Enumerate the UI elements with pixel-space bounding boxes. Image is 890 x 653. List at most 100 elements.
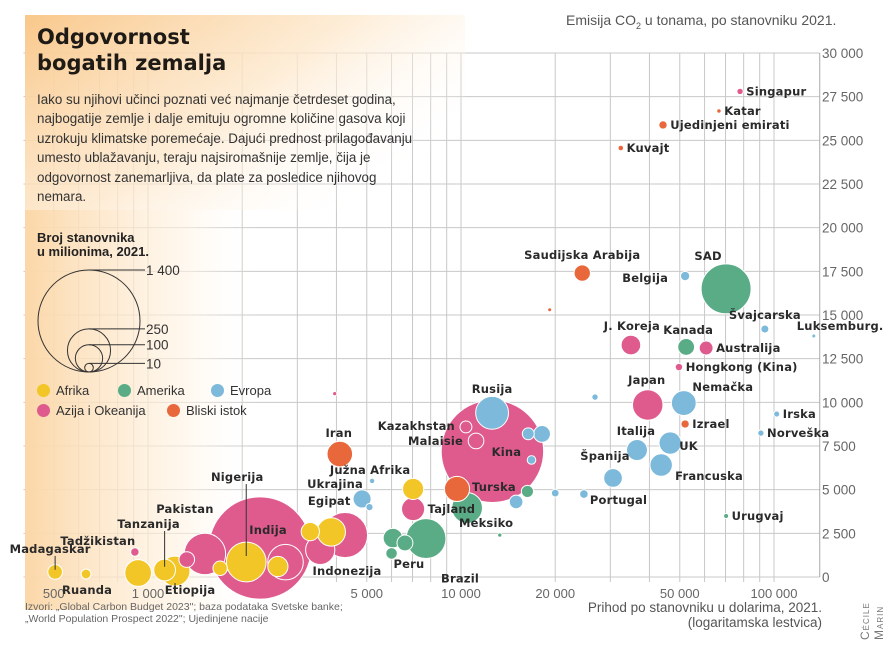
legend-swatch <box>37 384 50 397</box>
country-label: Madagaskar <box>10 542 91 556</box>
bubble <box>658 120 668 130</box>
y-axis-title: Emisija CO2 u tonama, po stanovniku 2021… <box>566 12 837 31</box>
bubble <box>352 489 372 509</box>
title-panel <box>25 15 465 210</box>
bubble <box>521 427 535 441</box>
size-legend-title: Broj stanovnika u milionima, 2021. <box>37 230 149 259</box>
country-label: Australija <box>716 341 780 355</box>
size-legend-label: 1 400 <box>146 263 180 278</box>
x-tick-label: 10 000 <box>441 586 481 601</box>
country-label: Turska <box>472 480 516 494</box>
bubble <box>620 334 642 356</box>
bubble <box>680 419 690 429</box>
y-tick-label: 7 500 <box>822 439 856 454</box>
x-tick-label: 5 000 <box>351 586 384 601</box>
bubble <box>631 389 664 421</box>
y-tick-label: 2 500 <box>822 526 856 541</box>
x-tick-label: 1 000 <box>132 586 165 601</box>
country-label: Tadžikistan <box>60 534 135 548</box>
bubble <box>579 489 589 499</box>
y-tick-label: 10 000 <box>822 395 863 410</box>
country-label: Italija <box>617 424 656 438</box>
bubble <box>497 532 503 538</box>
y-tick-label: 25 000 <box>822 133 863 148</box>
bubble <box>396 534 414 552</box>
size-legend-label: 250 <box>146 322 169 337</box>
country-label: Ruanda <box>62 583 112 597</box>
bubble <box>617 144 625 152</box>
country-label: Kina <box>492 445 522 459</box>
bubble <box>212 560 228 576</box>
bubble <box>757 429 765 437</box>
bubble <box>178 551 196 568</box>
author-credit: Cécile Marin <box>858 602 886 640</box>
country-label: Nigerija <box>211 470 264 484</box>
bubble <box>674 362 684 372</box>
legend-swatch <box>167 404 180 417</box>
bubble <box>80 568 92 580</box>
x-tick-label: 500 <box>43 586 65 601</box>
bubble <box>723 513 730 520</box>
bubble <box>124 559 152 587</box>
page-title: Odgovornost bogatih zemalja <box>37 24 226 76</box>
x-axis-title: Prihod po stanovniku u dolarima, 2021. (l… <box>587 600 822 630</box>
country-label: SAD <box>694 249 721 263</box>
y-tick-label: 17 500 <box>822 264 863 279</box>
bubble <box>603 468 623 488</box>
legend-item-bliski-istok: Bliski istok <box>167 403 247 418</box>
legend-item-evropa: Evropa <box>211 383 271 398</box>
country-label: Saudijska Arabija <box>524 248 640 262</box>
bubble-labels: Kina Indija SAD Indonezija Pakistan Brazil Nig… <box>10 84 884 597</box>
country-label: Brazil <box>441 572 479 586</box>
bubble <box>550 488 560 498</box>
bubble <box>385 547 398 560</box>
country-label: Izrael <box>692 417 729 431</box>
bubble <box>773 410 781 418</box>
size-legend-label: 10 <box>146 356 161 371</box>
country-label: Tajland <box>428 502 476 516</box>
country-label: Norveška <box>767 426 829 440</box>
bubble <box>736 87 744 96</box>
bubble <box>533 425 551 443</box>
bubble <box>526 455 537 465</box>
y-tick-label: 0 <box>822 570 830 585</box>
country-label: Belgija <box>622 271 668 285</box>
country-label: Kazakhstan <box>378 419 455 433</box>
bubble <box>626 439 648 461</box>
y-tick-label: 22 500 <box>822 177 863 192</box>
source-note: Izvori: „Global Carbon Budget 2023"; baz… <box>25 601 343 625</box>
bubble <box>443 475 471 503</box>
country-label: Indija <box>249 523 287 537</box>
country-label: Egipat <box>308 494 351 508</box>
bubble <box>267 555 289 578</box>
bubble <box>520 484 535 499</box>
y-tick-label: 12 500 <box>822 352 863 367</box>
bubble <box>547 307 553 313</box>
bubble <box>670 390 697 416</box>
legend-item-azija: Azija i Okeanija <box>37 403 146 418</box>
country-label: Nemačka <box>692 380 753 394</box>
bubble <box>649 453 673 477</box>
bubble <box>700 263 752 315</box>
bubble <box>130 547 140 557</box>
country-label: Kuvajt <box>627 141 670 155</box>
bubble <box>811 333 817 339</box>
bubbles <box>47 87 817 600</box>
country-label: Urugvaj <box>732 509 784 523</box>
bubble <box>677 338 696 356</box>
x-tick-label: 20 000 <box>535 586 575 601</box>
bubble <box>698 340 714 356</box>
country-label: Indonezija <box>313 564 382 578</box>
intro-text: Iako su njihovi učinci poznati već najma… <box>37 92 413 205</box>
country-label: Švajcarska <box>729 307 801 322</box>
bubble <box>467 432 485 450</box>
bubble <box>573 264 591 282</box>
country-label: Katar <box>724 104 761 118</box>
country-label: Kanada <box>663 323 713 337</box>
x-tick-label: 50 000 <box>660 586 700 601</box>
y-tick-label: 20 000 <box>822 221 863 236</box>
country-label: Pakistan <box>156 502 213 516</box>
country-label: Meksiko <box>459 516 513 530</box>
